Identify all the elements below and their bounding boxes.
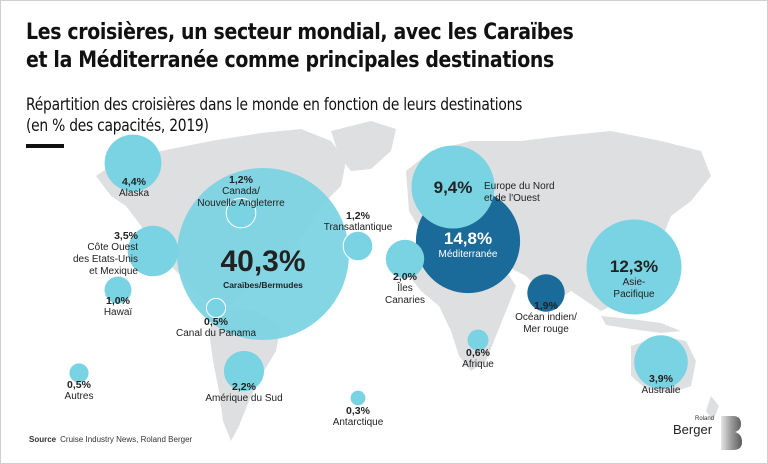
label-alaska: 4,4% Alaska [119, 176, 149, 200]
value-label: 14,8% [443, 229, 493, 248]
bubble-canaries [385, 239, 425, 279]
region-label: Afrique [462, 359, 494, 370]
region-label: Autres [64, 391, 94, 402]
value-label: 2,0% [393, 271, 417, 283]
bubble-panama [205, 297, 227, 319]
bubble-antarctique [350, 390, 366, 406]
label-ocean-indien: 1,9% Océan indien/ Mer rouge [515, 300, 577, 336]
region-label: Côte Ouest [87, 242, 138, 253]
region-label: Europe du Nord [484, 181, 555, 192]
region-label: Antarctique [332, 417, 384, 428]
value-label: 9,4% [433, 178, 473, 197]
region-label: Canada/ [222, 186, 260, 197]
region-label: Îles [397, 283, 413, 294]
label-cote-ouest: 3,5% Côte Ouest des Etats-Unis et Mexiqu… [73, 230, 138, 278]
bubble-australie [634, 335, 688, 389]
value-label: 40,3% [220, 245, 306, 278]
value-label: 12,3% [609, 257, 659, 276]
bubble-hawai [104, 276, 132, 304]
region-label: Océan indien/ [515, 312, 577, 323]
label-europe-name: Europe du Nord et de l'Ouest [484, 181, 555, 205]
value-label: 0,5% [67, 379, 91, 391]
land-new-zealand [706, 396, 719, 421]
label-asie-pacifique: 12,3% Asie- Pacifique [610, 257, 658, 301]
value-label: 3,9% [649, 373, 673, 385]
value-label: 1,2% [346, 210, 370, 222]
region-label: des Etats-Unis [72, 254, 138, 265]
label-panama: 0,5% Canal du Panama [176, 316, 256, 340]
region-label: et de l'Ouest [484, 193, 540, 204]
value-label: 1,0% [106, 295, 130, 307]
label-europe-value: 9,4% [434, 178, 473, 198]
value-label: 3,5% [114, 230, 138, 242]
region-label: Mer rouge [523, 324, 569, 335]
title-rule [26, 144, 64, 148]
region-label: Méditerranée [438, 249, 498, 260]
value-label: 0,5% [204, 316, 228, 328]
bubble-afrique [467, 329, 489, 351]
value-label: 0,3% [346, 405, 370, 417]
label-hawai: 1,0% Hawaï [104, 295, 132, 319]
chart-title: Les croisières, un secteur mondial, avec… [26, 19, 645, 75]
label-antarctique: 0,3% Antarctique [333, 405, 384, 429]
label-mediterranee: 14,8% Méditerranée [439, 229, 498, 261]
bubble-alaska [104, 134, 162, 192]
value-label: 4,4% [122, 176, 146, 188]
source-note: Source Cruise Industry News, Roland Berge… [29, 435, 192, 444]
logo-b-mark-icon [721, 416, 742, 450]
bubble-cote-ouest [127, 225, 179, 277]
label-afrique: 0,6% Afrique [462, 347, 494, 371]
source-label: Source [29, 435, 57, 444]
value-label: 1,9% [534, 300, 558, 312]
land-indonesia [601, 316, 681, 333]
subtitle-line-2: (en % des capacités, 2019) [26, 116, 209, 135]
bubble-ocean-indien [527, 274, 565, 312]
bubble-caraibes [177, 168, 349, 340]
region-label: Transatlantique [323, 222, 393, 233]
region-label: Pacifique [613, 289, 655, 300]
region-label: Alaska [118, 188, 150, 199]
region-label: Nouvelle Angleterre [197, 198, 285, 209]
label-transatlantique: 1,2% Transatlantique [324, 210, 393, 234]
value-label: 2,2% [232, 381, 256, 393]
region-label: Canaries [384, 295, 426, 306]
label-australie: 3,9% Australie [642, 373, 681, 397]
chart-subtitle: Répartition des croisières dans le monde… [26, 94, 631, 136]
label-canada: 1,2% Canada/ Nouvelle Angleterre [197, 174, 284, 210]
subtitle-line-1: Répartition des croisières dans le monde… [26, 95, 523, 114]
region-label: Australie [641, 385, 681, 396]
bubble-layer [69, 134, 688, 406]
bubble-transatlantique [342, 230, 374, 262]
label-autres: 0,5% Autres [65, 379, 94, 403]
logo-roland-text: Roland [695, 416, 715, 422]
region-label: Asie- [622, 277, 646, 288]
bubble-canada [225, 197, 257, 229]
label-amerique-sud: 2,2% Amérique du Sud [205, 381, 282, 405]
region-label: et Mexique [89, 266, 138, 277]
region-label: Caraïbes/Bermudes [223, 280, 303, 290]
region-label: Hawaï [103, 307, 133, 318]
land-greenland [331, 121, 396, 171]
bubble-amerique-sud [223, 350, 265, 392]
value-label: 1,2% [229, 174, 253, 186]
bubble-europe [411, 145, 495, 229]
label-caraibes: 40,3% Caraïbes/Bermudes [220, 245, 305, 291]
bubble-autres [69, 363, 89, 383]
value-label: 0,6% [466, 347, 490, 359]
bubble-asie [586, 219, 682, 315]
region-label: Canal du Panama [175, 328, 257, 339]
region-label: Amérique du Sud [205, 393, 283, 404]
source-text: Cruise Industry News, Roland Berger [60, 435, 193, 444]
title-line-2: et la Méditerranée comme principales des… [26, 48, 554, 73]
logo-berger-text: Berger [673, 422, 713, 437]
title-line-1: Les croisières, un secteur mondial, avec… [26, 20, 574, 45]
label-canaries: 2,0% Îles Canaries [385, 271, 425, 307]
